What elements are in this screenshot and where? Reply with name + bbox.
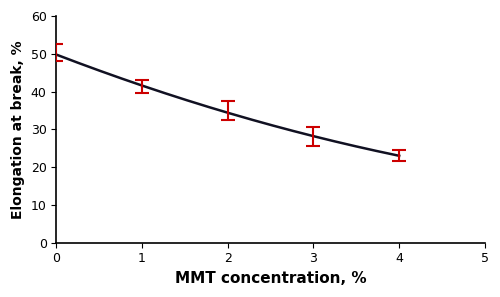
Y-axis label: Elongation at break, %: Elongation at break, % [11, 40, 25, 219]
X-axis label: MMT concentration, %: MMT concentration, % [175, 271, 366, 286]
